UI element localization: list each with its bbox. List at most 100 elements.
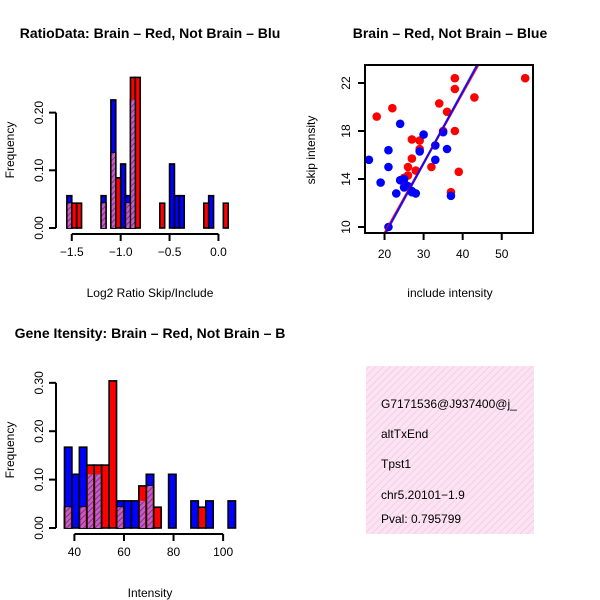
point-not-brain-6 bbox=[395, 119, 405, 129]
y-tick-label-2: 18 bbox=[339, 124, 353, 138]
bar-brain-5 bbox=[114, 177, 122, 229]
info-event-id: G7171536@J937400@j_ bbox=[381, 397, 517, 411]
bar-brain-11 bbox=[222, 202, 230, 229]
y-tick-label-0: 0.00 bbox=[32, 516, 46, 540]
scatter-frame bbox=[364, 64, 534, 234]
bar-overlap-9 bbox=[147, 485, 153, 528]
bar-overlap-5 bbox=[131, 99, 135, 228]
bar-not-brain-13 bbox=[227, 500, 237, 529]
intensity-histogram: Gene Itensity: Brain – Red, Not Brain – … bbox=[3, 325, 285, 600]
bar-not-brain-10 bbox=[167, 473, 177, 529]
point-brain-1 bbox=[388, 103, 397, 113]
point-brain-18 bbox=[450, 126, 460, 136]
bar-overlap-4 bbox=[95, 474, 101, 528]
y-tick-label-2: 0.20 bbox=[32, 101, 46, 125]
bar-not-brain-11 bbox=[190, 500, 200, 529]
x-tick-label-3: 0.0 bbox=[210, 245, 227, 259]
intensity-histogram-title: Gene Itensity: Brain – Red, Not Brain – … bbox=[15, 325, 286, 341]
point-not-brain-14 bbox=[415, 147, 424, 156]
bar-overlap-3 bbox=[87, 474, 94, 528]
point-brain-7 bbox=[407, 135, 417, 144]
point-not-brain-9 bbox=[399, 174, 409, 184]
bar-not-brain-8 bbox=[178, 194, 186, 229]
x-tick-label-2: −0.5 bbox=[158, 245, 182, 259]
info-box-background bbox=[366, 366, 534, 534]
bar-overlap-2 bbox=[111, 153, 116, 228]
point-not-brain-3 bbox=[384, 145, 393, 155]
bar-not-brain-12 bbox=[204, 500, 215, 529]
x-tick-label-0: 20 bbox=[378, 247, 392, 261]
ratio-histogram-title: RatioData: Brain – Red, Not Brain – Blu bbox=[20, 25, 281, 41]
y-tick-label-1: 14 bbox=[339, 172, 353, 186]
point-not-brain-5 bbox=[391, 189, 401, 198]
y-tick-label-3: 22 bbox=[339, 76, 353, 90]
bar-brain-10 bbox=[202, 202, 210, 229]
ratio-histogram-ylabel: Frequency bbox=[3, 122, 17, 179]
point-brain-11 bbox=[427, 162, 436, 172]
ratio-histogram: RatioData: Brain – Red, Not Brain – Blu … bbox=[3, 25, 280, 300]
info-box: G7171536@J937400@j_ altTxEnd Tpst1 chr5.… bbox=[366, 366, 534, 534]
bar-brain-9 bbox=[152, 506, 162, 529]
point-brain-17 bbox=[450, 84, 460, 94]
x-tick-label-1: −1.0 bbox=[109, 245, 133, 259]
point-not-brain-16 bbox=[431, 155, 440, 165]
x-tick-label-3: 50 bbox=[495, 247, 509, 261]
point-not-brain-1 bbox=[376, 178, 385, 187]
x-tick-label-3: 100 bbox=[213, 545, 233, 559]
x-tick-label-0: −1.5 bbox=[60, 245, 84, 259]
bar-brain-4 bbox=[100, 464, 110, 529]
x-tick-label-1: 30 bbox=[417, 247, 431, 261]
intensity-scatter-xlabel: include intensity bbox=[407, 286, 492, 300]
x-tick-label-1: 60 bbox=[117, 545, 131, 559]
bar-brain-9 bbox=[158, 202, 166, 229]
y-tick-label-0: 10 bbox=[339, 220, 353, 234]
x-tick-label-2: 40 bbox=[456, 247, 470, 261]
bar-overlap-8 bbox=[139, 500, 146, 528]
y-tick-label-1: 0.10 bbox=[32, 468, 46, 492]
info-location: chr5.20101−1.9 bbox=[381, 488, 465, 502]
intensity-histogram-xlabel: Intensity bbox=[128, 586, 173, 600]
bar-brain-2 bbox=[75, 202, 83, 229]
point-brain-16 bbox=[450, 73, 460, 83]
intensity-scatter-title: Brain – Red, Not Brain – Blue bbox=[353, 25, 548, 41]
y-tick-label-3: 0.30 bbox=[32, 371, 46, 395]
point-not-brain-4 bbox=[384, 162, 393, 172]
x-tick-label-0: 40 bbox=[68, 545, 82, 559]
point-brain-14 bbox=[442, 107, 452, 117]
x-tick-label-2: 80 bbox=[167, 545, 181, 559]
point-brain-19 bbox=[454, 167, 464, 177]
point-brain-6 bbox=[407, 154, 417, 163]
intensity-scatter-ylabel: skip intensity bbox=[304, 116, 318, 185]
bar-overlap-0 bbox=[67, 203, 72, 228]
point-not-brain-15 bbox=[419, 130, 428, 139]
bar-overlap-5 bbox=[117, 507, 123, 528]
point-brain-12 bbox=[434, 99, 444, 108]
bar-overlap-4 bbox=[126, 203, 130, 228]
bar-overlap-0 bbox=[65, 507, 71, 528]
info-event-type: altTxEnd bbox=[381, 427, 428, 441]
bar-brain-5 bbox=[108, 380, 118, 529]
info-gene-name: Tpst1 bbox=[381, 457, 411, 471]
bar-overlap-1 bbox=[101, 203, 106, 228]
point-brain-20 bbox=[470, 93, 479, 102]
bar-brain-8 bbox=[134, 76, 142, 229]
bar-not-brain-7 bbox=[130, 500, 140, 529]
point-not-brain-0 bbox=[365, 155, 374, 165]
bar-brain-10 bbox=[197, 506, 207, 529]
bar-overlap-2 bbox=[80, 507, 86, 528]
y-tick-label-0: 0.00 bbox=[32, 216, 46, 240]
fit-line-not-brain bbox=[384, 65, 479, 233]
intensity-scatter: Brain – Red, Not Brain – Blue 20 30 40 50 10… bbox=[304, 25, 547, 300]
y-tick-label-1: 0.10 bbox=[32, 158, 46, 182]
bar-not-brain-6 bbox=[123, 500, 133, 529]
point-not-brain-13 bbox=[411, 189, 421, 198]
y-tick-label-2: 0.20 bbox=[32, 419, 46, 443]
point-brain-4 bbox=[403, 162, 413, 172]
point-brain-0 bbox=[372, 112, 382, 121]
point-not-brain-19 bbox=[442, 144, 452, 154]
ratio-histogram-xlabel: Log2 Ratio Skip/Include bbox=[87, 286, 214, 300]
info-pval: Pval: 0.795799 bbox=[381, 512, 461, 526]
bar-not-brain-1 bbox=[71, 473, 81, 529]
intensity-histogram-ylabel: Frequency bbox=[3, 422, 17, 479]
